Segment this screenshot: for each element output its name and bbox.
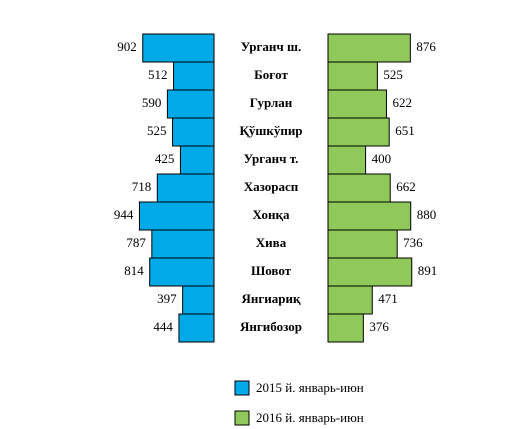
value-label: 397: [157, 291, 177, 306]
value-label: 590: [142, 95, 162, 110]
value-label: 622: [392, 95, 412, 110]
category-label: Хазорасп: [244, 179, 299, 194]
value-label: 400: [372, 151, 392, 166]
value-label: 425: [155, 151, 175, 166]
bar: [327, 117, 390, 147]
bar: [178, 313, 215, 343]
value-label: 718: [132, 179, 152, 194]
value-label: 736: [403, 235, 423, 250]
value-label: 876: [416, 39, 436, 54]
legend-swatch: [234, 410, 250, 426]
bar: [151, 229, 215, 259]
value-label: 880: [417, 207, 437, 222]
category-label: Гурлан: [250, 95, 293, 110]
bar: [327, 257, 413, 287]
value-label: 651: [395, 123, 415, 138]
category-label: Хива: [256, 235, 287, 250]
value-label: 525: [383, 67, 403, 82]
value-label: 512: [148, 67, 168, 82]
value-label: 814: [124, 263, 144, 278]
value-label: 525: [147, 123, 167, 138]
category-label: Боғот: [254, 67, 288, 82]
category-label: Қўшкўпир: [239, 123, 302, 138]
bar: [327, 145, 367, 175]
bar: [156, 173, 215, 203]
value-label: 376: [369, 319, 389, 334]
category-label: Янгибозор: [240, 319, 302, 334]
value-label: 891: [418, 263, 438, 278]
value-label: 787: [126, 235, 146, 250]
value-label: 662: [396, 179, 416, 194]
bar: [166, 89, 215, 119]
bar: [173, 61, 215, 91]
legend-label: 2015 й. январь-июн: [256, 380, 364, 395]
category-label: Урганч т.: [244, 151, 299, 166]
bar: [327, 89, 387, 119]
bar: [327, 173, 391, 203]
category-label: Янгиариқ: [242, 291, 301, 306]
category-label: Шовот: [251, 263, 292, 278]
bar: [327, 229, 398, 259]
bar: [142, 33, 215, 63]
bar: [182, 285, 215, 315]
bar: [149, 257, 215, 287]
value-label: 471: [378, 291, 398, 306]
bar: [172, 117, 215, 147]
bar: [327, 285, 373, 315]
value-label: 902: [117, 39, 137, 54]
bar: [327, 33, 411, 63]
category-label: Урганч ш.: [241, 39, 301, 54]
value-label: 444: [153, 319, 173, 334]
legend-label: 2016 й. январь-июн: [256, 410, 364, 425]
bar: [179, 145, 215, 175]
bar: [327, 201, 412, 231]
value-label: 944: [114, 207, 134, 222]
bar: [327, 313, 364, 343]
category-label: Хонқа: [253, 207, 290, 222]
bar: [327, 61, 378, 91]
bar: [138, 201, 215, 231]
legend-swatch: [234, 380, 250, 396]
